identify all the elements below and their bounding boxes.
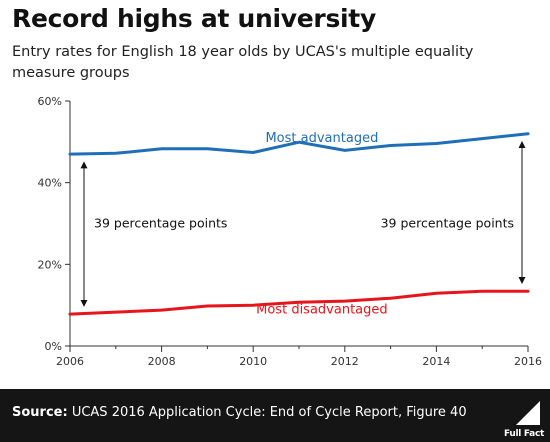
y-tick-label: 20% <box>38 258 62 271</box>
source-note: Source: UCAS 2016 Application Cycle: End… <box>12 405 467 420</box>
series-line-most-advantaged <box>68 132 530 156</box>
series-label-most-disadvantaged: Most disadvantaged <box>256 302 388 317</box>
full-fact-logo <box>516 401 540 425</box>
series-line-most-disadvantaged <box>68 289 530 316</box>
chart-subtitle: Entry rates for English 18 year olds by … <box>12 44 474 81</box>
x-tick-label: 2010 <box>239 355 267 368</box>
footer-bar: Source: UCAS 2016 Application Cycle: End… <box>0 389 550 442</box>
x-tick-label: 2016 <box>514 355 542 368</box>
x-tick-label: 2008 <box>148 355 176 368</box>
x-tick-label: 2012 <box>331 355 359 368</box>
annotation-2006: 39 percentage points <box>94 216 227 231</box>
y-tick-label: 0% <box>45 340 62 353</box>
y-tick-label: 60% <box>38 95 62 108</box>
y-tick-label: 40% <box>38 177 62 190</box>
annotation-2016: 39 percentage points <box>381 216 514 231</box>
chart-title: Record highs at university <box>12 4 376 33</box>
line-chart: 0% 20% 40% 60% 2006 2008 2010 2012 2014 2016 Most … <box>38 95 542 368</box>
x-tick-label: 2006 <box>56 355 84 368</box>
source-label: Source: <box>12 405 68 420</box>
x-tick-label: 2014 <box>422 355 450 368</box>
logo-text: Full Fact <box>503 429 544 439</box>
series-label-most-advantaged: Most advantaged <box>265 131 378 146</box>
source-text: UCAS 2016 Application Cycle: End of Cycl… <box>67 405 467 420</box>
